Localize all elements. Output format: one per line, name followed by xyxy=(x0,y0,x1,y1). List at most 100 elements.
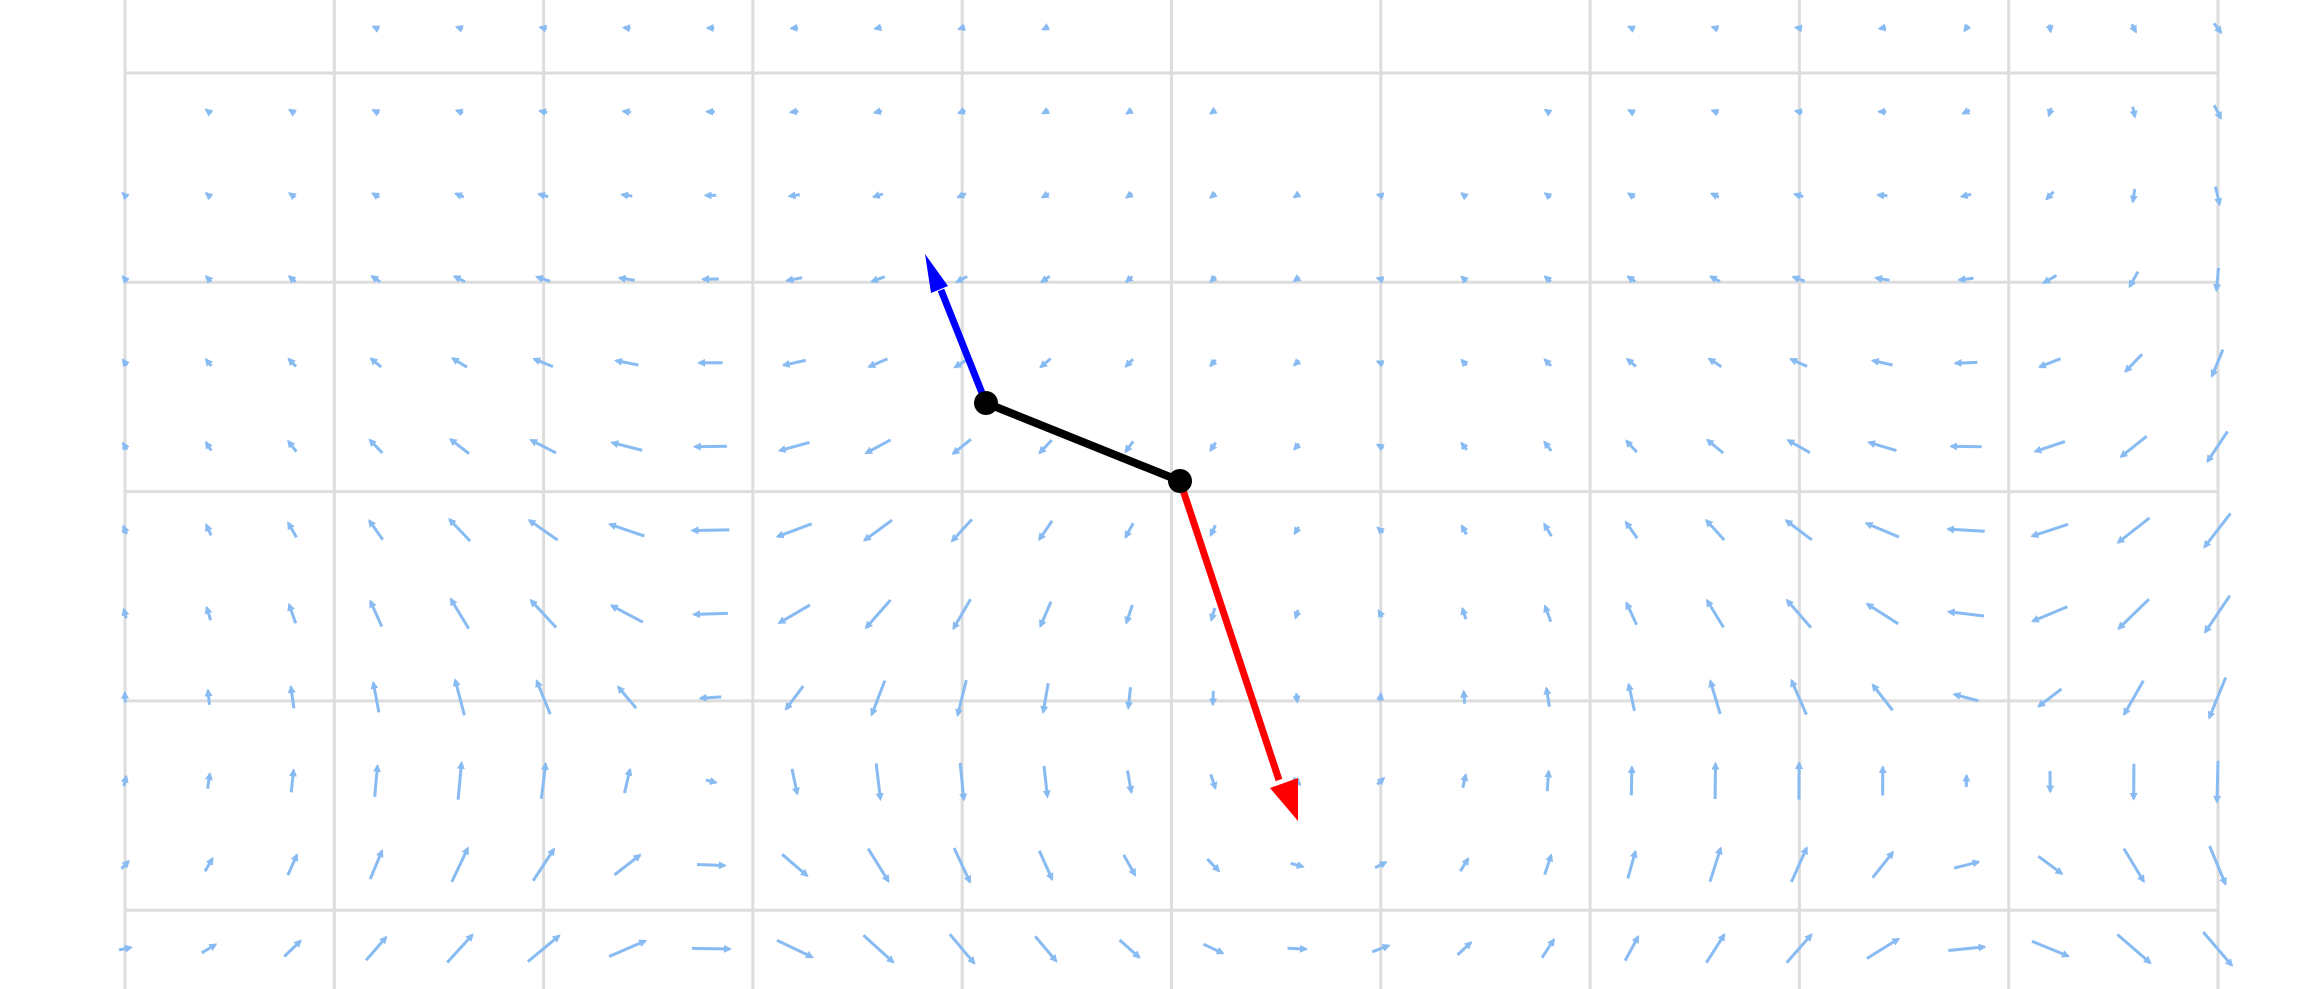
field-arrow xyxy=(1785,933,1813,964)
field-arrow xyxy=(538,24,548,33)
field-arrow xyxy=(617,685,638,710)
field-arrow xyxy=(371,25,381,33)
field-arrow xyxy=(613,853,642,877)
field-arrow xyxy=(956,191,967,199)
field-arrow xyxy=(1626,682,1636,712)
field-arrow xyxy=(1710,25,1720,33)
field-arrow xyxy=(526,934,561,963)
field-arrow xyxy=(1948,943,1987,952)
field-arrow xyxy=(1627,108,1636,117)
field-arrow xyxy=(1124,440,1135,454)
field-arrow xyxy=(775,522,813,539)
grid-lines xyxy=(123,0,2220,989)
field-arrow xyxy=(1459,857,1470,872)
field-arrow xyxy=(532,357,554,368)
field-arrow xyxy=(1377,608,1386,618)
field-arrow xyxy=(955,275,968,284)
field-arrow xyxy=(789,23,799,32)
field-arrow xyxy=(370,680,381,713)
field-arrow xyxy=(956,107,966,115)
field-arrow xyxy=(539,761,549,799)
field-arrow xyxy=(121,358,130,368)
field-arrow xyxy=(1038,439,1053,455)
field-arrow xyxy=(204,358,213,367)
field-arrow xyxy=(2033,440,2066,454)
field-arrow xyxy=(1865,602,1900,626)
field-arrow xyxy=(1625,357,1637,368)
field-arrow xyxy=(2206,430,2229,464)
field-arrow xyxy=(2045,24,2054,34)
field-arrow xyxy=(1209,274,1218,284)
field-arrow xyxy=(790,768,800,796)
field-arrow xyxy=(2129,106,2138,119)
field-arrow xyxy=(1626,849,1638,879)
field-arrow xyxy=(2116,933,2152,965)
field-arrow xyxy=(1543,853,1554,876)
field-arrow xyxy=(1124,522,1135,539)
field-arrow xyxy=(1543,275,1553,284)
field-arrow xyxy=(204,605,213,621)
field-arrow xyxy=(1543,440,1553,452)
field-arrow xyxy=(950,518,974,543)
field-arrow xyxy=(1870,357,1893,367)
field-arrow xyxy=(957,23,966,31)
field-arrow xyxy=(692,610,728,619)
field-arrow xyxy=(1946,525,1985,534)
field-arrow xyxy=(372,763,381,797)
field-arrow xyxy=(288,768,297,793)
field-arrow xyxy=(1460,606,1469,620)
field-arrow xyxy=(1040,682,1050,715)
field-arrow xyxy=(620,191,633,200)
field-arrow xyxy=(621,24,631,33)
field-arrow xyxy=(2037,357,2062,369)
field-arrow xyxy=(1290,861,1305,869)
field-arrow xyxy=(1374,860,1388,870)
field-arrow xyxy=(1460,358,1469,368)
field-arrow xyxy=(121,607,130,619)
field-arrow xyxy=(1543,604,1553,623)
field-arrow xyxy=(1038,520,1054,542)
field-arrow xyxy=(454,25,464,33)
field-arrow xyxy=(1953,859,1981,870)
field-arrow xyxy=(1708,275,1721,283)
field-arrow xyxy=(955,679,968,718)
field-arrow xyxy=(1624,520,1639,540)
field-arrow xyxy=(1627,765,1636,796)
field-arrow xyxy=(1376,691,1385,702)
field-arrow xyxy=(453,192,465,200)
field-arrow xyxy=(1376,776,1386,786)
field-arrow xyxy=(283,939,302,958)
field-arrow xyxy=(691,944,732,953)
field-arrow xyxy=(1293,526,1302,536)
field-arrow xyxy=(1122,854,1137,877)
field-arrow xyxy=(1959,191,1972,200)
field-arrow xyxy=(1789,357,1808,368)
field-arrow xyxy=(1543,358,1553,368)
field-arrow xyxy=(1540,938,1556,959)
field-arrow xyxy=(1460,192,1469,201)
field-arrow xyxy=(1202,942,1225,955)
field-arrow xyxy=(2122,847,2145,884)
field-arrow xyxy=(2213,760,2222,804)
field-arrow xyxy=(1705,933,1726,964)
joint-left[interactable] xyxy=(974,391,998,415)
field-arrow xyxy=(1292,190,1302,199)
field-arrow xyxy=(535,275,551,283)
field-arrow xyxy=(2129,23,2138,34)
joint-right[interactable] xyxy=(1168,469,1192,493)
field-arrow xyxy=(862,518,893,542)
field-arrow xyxy=(1871,683,1894,712)
field-arrow xyxy=(204,772,213,789)
field-arrow xyxy=(610,440,643,452)
field-arrow xyxy=(2208,845,2227,886)
field-arrow xyxy=(446,933,474,964)
field-arrow xyxy=(1793,108,1803,117)
blue-vector-arrowhead xyxy=(925,254,948,293)
field-arrow xyxy=(2122,680,2145,717)
field-arrow xyxy=(450,846,470,883)
field-arrow xyxy=(952,598,972,631)
field-arrow xyxy=(2210,349,2225,378)
field-arrow xyxy=(866,847,890,884)
field-arrow xyxy=(872,107,883,116)
